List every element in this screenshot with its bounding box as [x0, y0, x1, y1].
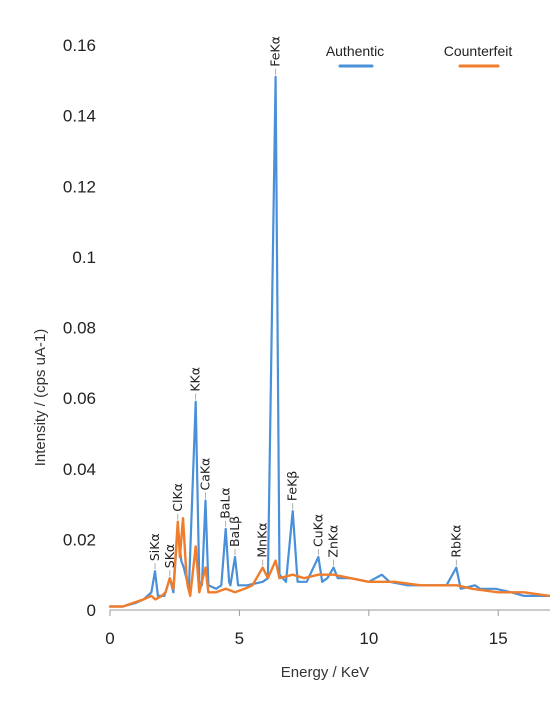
- x-tick-label: 15: [489, 629, 508, 648]
- peak-label: RbKα: [448, 525, 463, 558]
- y-axis-label: Intensity / (cps uA-1): [32, 329, 49, 467]
- series-counterfeit-line: [108, 517, 550, 608]
- legend-label-authentic: Authentic: [326, 43, 384, 59]
- peak-label: ClKα: [170, 483, 185, 512]
- y-tick-label: 0.1: [72, 248, 96, 267]
- x-axis-label: Energy / KeV: [281, 664, 369, 681]
- peak-label: BaLα: [218, 487, 233, 518]
- x-tick-label: 0: [105, 629, 114, 648]
- x-tick-label: 5: [235, 629, 244, 648]
- peak-label: FeKβ: [285, 471, 300, 501]
- peak-label: SiKα: [147, 533, 162, 561]
- peak-label: BaLβ: [227, 516, 242, 547]
- x-tick-label: 10: [359, 629, 378, 648]
- y-tick-label: 0.04: [63, 460, 96, 479]
- peak-label: CaKα: [198, 458, 213, 491]
- peak-label: ZnKα: [326, 525, 341, 558]
- legend-label-counterfeit: Counterfeit: [444, 43, 513, 59]
- plot-area: [108, 75, 550, 608]
- y-tick-label: 0.06: [63, 389, 96, 408]
- tick-labels: 0 5 10 15 0 0.02 0.04 0.06 0.08 0.1 0.12 0.14 0.16: [63, 36, 508, 648]
- y-tick-label: 0: [87, 601, 96, 620]
- y-tick-label: 0.14: [63, 107, 96, 126]
- legend: Authentic Counterfeit: [326, 43, 513, 68]
- y-tick-label: 0.12: [63, 177, 96, 196]
- peak-label: CuKα: [310, 514, 325, 547]
- peak-label: FeKα: [268, 36, 283, 67]
- axes: [109, 609, 550, 616]
- peak-label: SKα: [162, 544, 177, 568]
- y-tick-label: 0.02: [63, 530, 96, 549]
- peak-label: KKα: [188, 367, 203, 392]
- y-tick-label: 0.16: [63, 36, 96, 55]
- peak-label: MnKα: [255, 522, 270, 557]
- y-tick-label: 0.08: [63, 319, 96, 338]
